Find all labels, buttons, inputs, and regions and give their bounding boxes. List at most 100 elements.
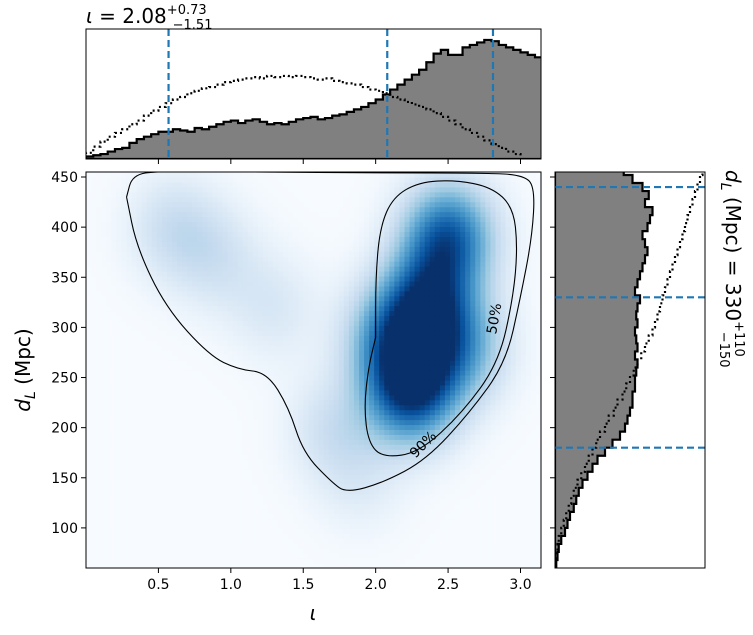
- heatmap-cell: [141, 464, 148, 470]
- heatmap-cell: [273, 216, 279, 223]
- heatmap-cell: [171, 563, 178, 568]
- heatmap-cell: [323, 221, 330, 228]
- heatmap-cell: [156, 399, 163, 406]
- heatmap-cell: [343, 305, 350, 312]
- heatmap-cell: [257, 325, 264, 331]
- heatmap-cell: [298, 360, 304, 366]
- heatmap-cell: [192, 340, 198, 346]
- heatmap-cell: [394, 469, 401, 475]
- heatmap-cell: [394, 523, 401, 529]
- heatmap-cell: [146, 216, 153, 223]
- heatmap-cell: [212, 300, 219, 307]
- heatmap-cell: [192, 424, 198, 430]
- heatmap-cell: [192, 538, 198, 544]
- heatmap-cell: [333, 493, 340, 500]
- heatmap-cell: [273, 434, 279, 440]
- heatmap-cell: [343, 419, 350, 426]
- heatmap-cell: [333, 201, 340, 208]
- heatmap-cell: [106, 518, 112, 525]
- heatmap-cell: [247, 434, 254, 440]
- heatmap-cell: [217, 414, 224, 421]
- heatmap-cell: [156, 478, 163, 485]
- heatmap-cell: [141, 172, 148, 178]
- heatmap-cell: [171, 261, 178, 267]
- heatmap-cell: [333, 483, 340, 490]
- heatmap-cell: [166, 513, 173, 520]
- heatmap-cell: [308, 290, 315, 297]
- heatmap-cell: [237, 548, 244, 554]
- heatmap-cell: [313, 360, 320, 366]
- heatmap-cell: [359, 419, 365, 426]
- heatmap-cell: [338, 285, 345, 292]
- heatmap-cell: [227, 226, 234, 232]
- heatmap-cell: [182, 414, 188, 421]
- heatmap-cell: [283, 528, 289, 534]
- heatmap-cell: [308, 365, 315, 371]
- heatmap-cell: [156, 226, 163, 232]
- heatmap-cell: [242, 548, 249, 554]
- heatmap-cell: [323, 251, 330, 257]
- heatmap-cell: [146, 181, 153, 188]
- heatmap-cell: [384, 454, 390, 460]
- heatmap-cell: [303, 226, 310, 232]
- heatmap-cell: [348, 389, 355, 396]
- heatmap-cell: [379, 256, 385, 262]
- heatmap-cell: [384, 488, 390, 495]
- heatmap-cell: [131, 315, 138, 322]
- heatmap-cell: [182, 478, 188, 485]
- heatmap-cell: [151, 553, 158, 559]
- heatmap-cell: [207, 374, 213, 381]
- heatmap-cell: [136, 186, 143, 193]
- heatmap-cell: [166, 563, 173, 568]
- heatmap-cell: [227, 246, 234, 252]
- heatmap-cell: [389, 181, 395, 188]
- heatmap-cell: [197, 498, 203, 505]
- heatmap-cell: [273, 523, 279, 529]
- heatmap-cell: [111, 409, 117, 416]
- heatmap-cell: [111, 533, 117, 539]
- heatmap-cell: [101, 488, 107, 495]
- heatmap-cell: [222, 251, 229, 257]
- heatmap-cell: [86, 365, 92, 371]
- heatmap-cell: [91, 399, 97, 406]
- heatmap-cell: [227, 469, 234, 475]
- heatmap-cell: [273, 186, 279, 193]
- heatmap-cell: [369, 449, 375, 455]
- heatmap-cell: [323, 523, 330, 529]
- heatmap-cell: [192, 543, 198, 549]
- heatmap-cell: [338, 414, 345, 421]
- heatmap-cell: [187, 271, 193, 277]
- heatmap-cell: [333, 478, 340, 485]
- heatmap-cell: [101, 558, 107, 564]
- heatmap-cell: [242, 206, 249, 213]
- heatmap-cell: [262, 325, 269, 331]
- heatmap-cell: [359, 201, 365, 208]
- heatmap-cell: [323, 172, 330, 178]
- heatmap-cell: [379, 533, 385, 539]
- heatmap-cell: [394, 439, 401, 445]
- heatmap-cell: [298, 444, 304, 450]
- heatmap-cell: [348, 449, 355, 455]
- heatmap-cell: [288, 226, 294, 232]
- heatmap-cell: [242, 498, 249, 505]
- heatmap-cell: [293, 394, 299, 401]
- heatmap-cell: [374, 330, 380, 336]
- heatmap-cell: [293, 464, 299, 470]
- heatmap-cell: [359, 320, 365, 327]
- heatmap-cell: [207, 379, 213, 386]
- heatmap-cell: [257, 379, 264, 386]
- heatmap-cell: [399, 548, 406, 554]
- heatmap-cell: [161, 345, 168, 351]
- heatmap-cell: [247, 241, 254, 247]
- heatmap-cell: [187, 409, 193, 416]
- heatmap-cell: [379, 414, 385, 421]
- heatmap-cell: [389, 191, 395, 198]
- heatmap-cell: [374, 275, 380, 282]
- heatmap-cell: [399, 394, 406, 401]
- heatmap-cell: [141, 394, 148, 401]
- heatmap-cell: [338, 429, 345, 435]
- heatmap-cell: [202, 176, 208, 183]
- heatmap-cell: [293, 196, 299, 203]
- heatmap-cell: [242, 384, 249, 391]
- heatmap-cell: [364, 335, 370, 341]
